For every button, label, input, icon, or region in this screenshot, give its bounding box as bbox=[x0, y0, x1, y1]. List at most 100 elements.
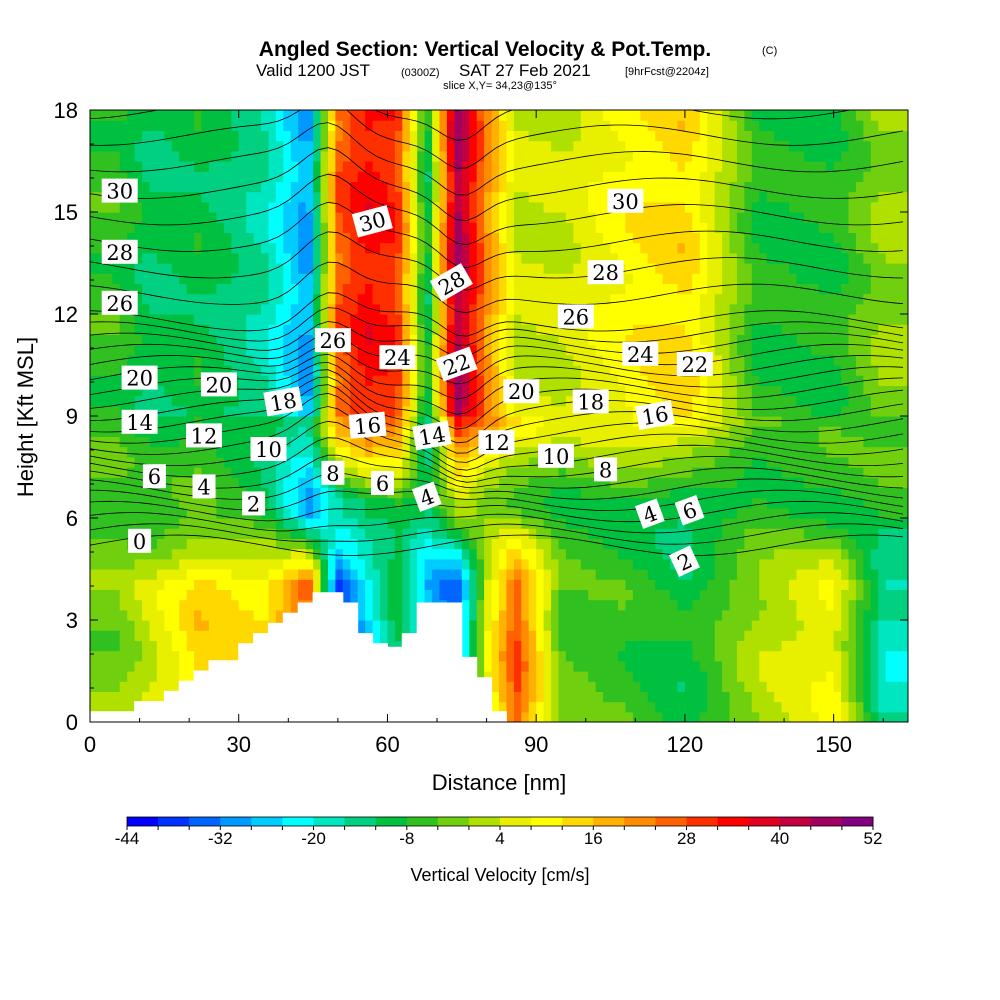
velocity-cell bbox=[104, 497, 113, 509]
velocity-cell bbox=[625, 538, 634, 550]
velocity-cell bbox=[521, 365, 530, 376]
velocity-cell bbox=[357, 354, 366, 366]
velocity-cell bbox=[610, 650, 619, 662]
velocity-cell bbox=[209, 314, 217, 325]
velocity-cell bbox=[409, 477, 418, 488]
velocity-cell bbox=[127, 130, 136, 142]
velocity-cell bbox=[461, 405, 470, 417]
velocity-cell bbox=[156, 130, 165, 142]
velocity-cell bbox=[536, 548, 545, 560]
velocity-cell bbox=[670, 110, 678, 121]
velocity-cell bbox=[209, 538, 217, 550]
velocity-cell bbox=[223, 456, 232, 468]
velocity-cell bbox=[97, 212, 106, 223]
velocity-cell bbox=[90, 171, 98, 182]
velocity-cell bbox=[402, 150, 411, 162]
velocity-cell bbox=[104, 671, 113, 682]
velocity-cell bbox=[603, 528, 612, 539]
velocity-cell bbox=[253, 456, 262, 468]
velocity-cell bbox=[491, 620, 500, 631]
velocity-cell bbox=[357, 436, 366, 448]
velocity-cell bbox=[543, 650, 552, 662]
velocity-cell bbox=[551, 222, 560, 233]
velocity-cell bbox=[409, 558, 418, 570]
velocity-cell bbox=[328, 436, 336, 448]
velocity-cell bbox=[142, 110, 151, 121]
velocity-cell bbox=[231, 640, 240, 652]
velocity-cell bbox=[216, 334, 225, 346]
velocity-cell bbox=[573, 426, 582, 437]
velocity-cell bbox=[380, 263, 388, 274]
velocity-cell bbox=[357, 171, 366, 182]
velocity-cell bbox=[580, 589, 589, 601]
velocity-cell bbox=[640, 110, 649, 121]
velocity-cell bbox=[484, 487, 493, 499]
velocity-cell bbox=[409, 232, 418, 244]
velocity-cell bbox=[112, 130, 121, 142]
velocity-cell bbox=[402, 293, 411, 305]
velocity-cell bbox=[640, 426, 649, 437]
velocity-cell bbox=[194, 416, 203, 427]
velocity-cell bbox=[551, 507, 560, 519]
velocity-cell bbox=[209, 354, 217, 366]
velocity-cell bbox=[632, 467, 641, 478]
velocity-cell bbox=[446, 518, 455, 529]
velocity-cell bbox=[446, 538, 455, 550]
velocity-cell bbox=[446, 477, 455, 488]
velocity-cell bbox=[261, 171, 269, 182]
velocity-cell bbox=[573, 650, 582, 662]
velocity-cell bbox=[521, 334, 530, 346]
velocity-cell bbox=[186, 640, 195, 652]
velocity-cell bbox=[171, 671, 180, 682]
velocity-cell bbox=[223, 538, 232, 550]
velocity-cell bbox=[499, 467, 507, 478]
velocity-cell bbox=[350, 385, 359, 397]
velocity-cell bbox=[238, 232, 247, 244]
velocity-cell bbox=[142, 252, 151, 264]
velocity-cell bbox=[461, 161, 470, 172]
velocity-cell bbox=[372, 252, 381, 264]
velocity-cell bbox=[670, 569, 678, 580]
velocity-cell bbox=[454, 538, 463, 550]
velocity-cell bbox=[142, 609, 151, 621]
velocity-cell bbox=[134, 558, 143, 570]
velocity-cell bbox=[394, 487, 403, 499]
velocity-cell bbox=[595, 487, 604, 499]
velocity-cell bbox=[595, 222, 604, 233]
velocity-cell bbox=[164, 650, 173, 662]
velocity-cell bbox=[320, 252, 329, 264]
velocity-cell bbox=[684, 140, 693, 152]
velocity-cell bbox=[119, 558, 128, 570]
velocity-cell bbox=[179, 589, 188, 601]
velocity-cell bbox=[640, 589, 649, 601]
velocity-cell bbox=[275, 589, 284, 601]
velocity-cell bbox=[454, 293, 463, 305]
velocity-cell bbox=[417, 222, 426, 233]
velocity-cell bbox=[350, 569, 359, 580]
velocity-cell bbox=[275, 293, 284, 305]
velocity-cell bbox=[699, 283, 708, 295]
velocity-cell bbox=[439, 497, 448, 509]
velocity-cell bbox=[513, 303, 522, 315]
velocity-cell bbox=[640, 365, 649, 376]
velocity-cell bbox=[164, 426, 173, 437]
velocity-cell bbox=[543, 314, 552, 325]
velocity-cell bbox=[394, 538, 403, 550]
velocity-cell bbox=[380, 314, 388, 325]
velocity-cell bbox=[499, 518, 507, 529]
velocity-cell bbox=[699, 456, 708, 468]
velocity-cell bbox=[246, 181, 255, 193]
velocity-cell bbox=[298, 324, 307, 335]
velocity-cell bbox=[186, 385, 195, 397]
velocity-cell bbox=[551, 191, 560, 203]
velocity-cell bbox=[677, 161, 686, 172]
velocity-cell bbox=[209, 405, 217, 417]
velocity-cell bbox=[127, 467, 136, 478]
velocity-cell bbox=[283, 252, 292, 264]
velocity-cell bbox=[491, 548, 500, 560]
velocity-cell bbox=[424, 569, 433, 580]
velocity-cell bbox=[149, 303, 158, 315]
velocity-cell bbox=[380, 150, 388, 162]
velocity-cell bbox=[231, 314, 240, 325]
velocity-cell bbox=[543, 640, 552, 652]
